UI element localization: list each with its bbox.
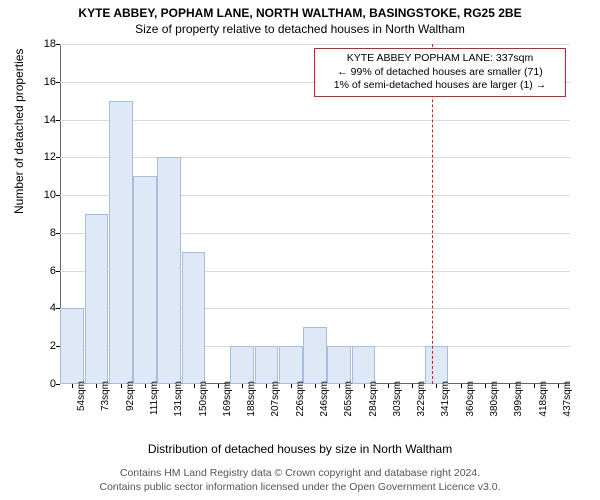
x-tick-label: 322sqm xyxy=(416,381,427,417)
histogram-bar xyxy=(425,346,449,384)
gridline xyxy=(60,120,570,121)
y-tick-mark xyxy=(56,44,60,45)
x-tick-mark xyxy=(169,384,170,388)
y-axis-label: Number of detached properties xyxy=(12,49,26,214)
y-tick-label: 12 xyxy=(36,151,56,163)
x-tick-mark xyxy=(121,384,122,388)
x-axis-label: Distribution of detached houses by size … xyxy=(0,442,600,456)
plot-area: 02468101214161854sqm73sqm92sqm111sqm131s… xyxy=(60,44,570,384)
x-tick-label: 150sqm xyxy=(198,381,209,417)
x-tick-mark xyxy=(96,384,97,388)
x-tick-label: 399sqm xyxy=(513,381,524,417)
y-tick-mark xyxy=(56,271,60,272)
x-tick-mark xyxy=(315,384,316,388)
x-tick-label: 418sqm xyxy=(538,381,549,417)
x-tick-mark xyxy=(534,384,535,388)
x-tick-mark xyxy=(485,384,486,388)
x-tick-label: 92sqm xyxy=(125,381,136,411)
gridline xyxy=(60,157,570,158)
y-tick-label: 0 xyxy=(36,378,56,390)
x-tick-mark xyxy=(218,384,219,388)
histogram-bar xyxy=(157,157,181,384)
x-tick-label: 169sqm xyxy=(222,381,233,417)
x-tick-label: 188sqm xyxy=(246,381,257,417)
x-tick-mark xyxy=(266,384,267,388)
chart-title: KYTE ABBEY, POPHAM LANE, NORTH WALTHAM, … xyxy=(0,0,600,20)
annotation-box: KYTE ABBEY POPHAM LANE: 337sqm← 99% of d… xyxy=(314,48,566,97)
y-tick-label: 16 xyxy=(36,76,56,88)
x-tick-mark xyxy=(436,384,437,388)
histogram-bar xyxy=(327,346,351,384)
histogram-bar xyxy=(60,308,84,384)
y-tick-label: 10 xyxy=(36,189,56,201)
x-tick-label: 360sqm xyxy=(465,381,476,417)
x-tick-mark xyxy=(291,384,292,388)
y-tick-mark xyxy=(56,157,60,158)
x-tick-label: 131sqm xyxy=(173,381,184,417)
histogram-bar xyxy=(352,346,376,384)
y-tick-label: 8 xyxy=(36,227,56,239)
x-tick-mark xyxy=(364,384,365,388)
footer-line-1: Contains HM Land Registry data © Crown c… xyxy=(0,466,600,480)
y-tick-mark xyxy=(56,82,60,83)
y-tick-label: 6 xyxy=(36,265,56,277)
chart-container: KYTE ABBEY, POPHAM LANE, NORTH WALTHAM, … xyxy=(0,0,600,500)
x-tick-label: 380sqm xyxy=(489,381,500,417)
y-tick-mark xyxy=(56,120,60,121)
gridline xyxy=(60,44,570,45)
histogram-bar xyxy=(182,252,206,384)
x-tick-mark xyxy=(242,384,243,388)
chart-subtitle: Size of property relative to detached ho… xyxy=(0,20,600,36)
x-tick-label: 303sqm xyxy=(392,381,403,417)
x-tick-mark xyxy=(558,384,559,388)
x-tick-mark xyxy=(412,384,413,388)
histogram-bar xyxy=(303,327,327,384)
x-tick-mark xyxy=(461,384,462,388)
x-tick-label: 284sqm xyxy=(368,381,379,417)
y-tick-mark xyxy=(56,195,60,196)
x-tick-label: 437sqm xyxy=(562,381,573,417)
histogram-bar xyxy=(85,214,109,384)
y-tick-label: 14 xyxy=(36,114,56,126)
y-tick-label: 4 xyxy=(36,302,56,314)
x-tick-label: 226sqm xyxy=(295,381,306,417)
histogram-bar xyxy=(255,346,279,384)
x-tick-label: 111sqm xyxy=(149,381,160,415)
x-tick-label: 265sqm xyxy=(343,381,354,417)
x-tick-mark xyxy=(194,384,195,388)
x-tick-mark xyxy=(509,384,510,388)
x-tick-label: 341sqm xyxy=(440,381,451,417)
footer-line-2: Contains public sector information licen… xyxy=(0,480,600,494)
x-tick-mark xyxy=(145,384,146,388)
y-tick-mark xyxy=(56,384,60,385)
annotation-line-3: 1% of semi-detached houses are larger (1… xyxy=(321,79,559,93)
chart-footer: Contains HM Land Registry data © Crown c… xyxy=(0,466,600,494)
histogram-bar xyxy=(109,101,133,384)
x-tick-label: 73sqm xyxy=(100,381,111,411)
y-tick-mark xyxy=(56,233,60,234)
x-tick-label: 246sqm xyxy=(319,381,330,417)
x-tick-mark xyxy=(72,384,73,388)
histogram-bar xyxy=(230,346,254,384)
annotation-line-1: KYTE ABBEY POPHAM LANE: 337sqm xyxy=(321,52,559,66)
histogram-bar xyxy=(279,346,303,384)
y-tick-label: 18 xyxy=(36,38,56,50)
x-tick-label: 207sqm xyxy=(270,381,281,417)
annotation-line-2: ← 99% of detached houses are smaller (71… xyxy=(321,66,559,80)
histogram-bar xyxy=(133,176,157,384)
y-tick-label: 2 xyxy=(36,340,56,352)
x-tick-label: 54sqm xyxy=(76,381,87,411)
x-tick-mark xyxy=(388,384,389,388)
x-tick-mark xyxy=(339,384,340,388)
